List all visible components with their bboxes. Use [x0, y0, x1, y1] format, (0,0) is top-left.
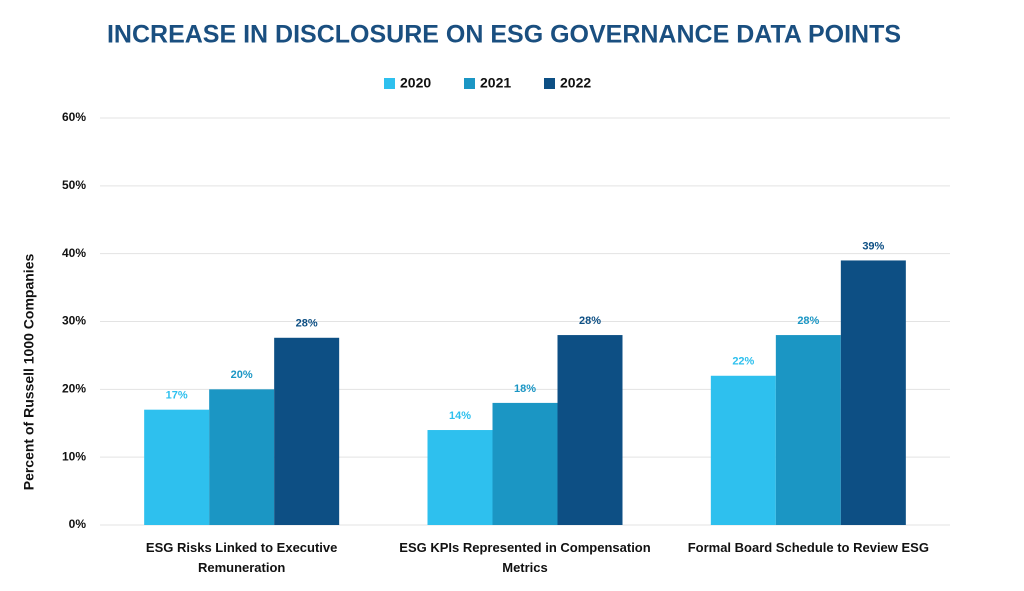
x-tick-label: Formal Board Schedule to Review ESG [687, 540, 929, 555]
legend-swatch [384, 78, 395, 89]
y-tick-label: 60% [62, 110, 86, 124]
bar [492, 402, 558, 525]
bar [209, 389, 275, 525]
legend-swatch [544, 78, 555, 89]
bar [427, 430, 493, 525]
y-tick-label: 20% [62, 382, 86, 396]
y-tick-label: 50% [62, 178, 86, 192]
bar [775, 335, 841, 525]
y-tick-label: 10% [62, 449, 86, 463]
value-label: 22% [732, 356, 754, 368]
legend-label: 2022 [560, 75, 591, 91]
bar [274, 337, 340, 525]
value-label: 20% [231, 369, 253, 381]
bar [840, 260, 906, 525]
y-tick-label: 40% [62, 246, 86, 260]
legend-swatch [464, 78, 475, 89]
x-tick-label: ESG KPIs Represented in Compensation Met… [399, 540, 651, 575]
y-tick-label: 30% [62, 314, 86, 328]
value-label: 14% [449, 410, 471, 422]
x-tick-label: ESG Risks Linked to Executive Remunerati… [145, 540, 338, 575]
value-label: 17% [166, 390, 188, 402]
legend-label: 2021 [480, 75, 511, 91]
value-label: 28% [797, 315, 819, 327]
value-label: 18% [514, 383, 536, 395]
bar [557, 335, 623, 525]
value-label: 28% [296, 318, 318, 330]
value-label: 28% [579, 315, 601, 327]
value-label: 39% [862, 240, 884, 252]
y-axis-label: Percent of Russell 1000 Companies [21, 254, 37, 491]
chart-title: INCREASE IN DISCLOSURE ON ESG GOVERNANCE… [107, 21, 901, 49]
y-tick-label: 0% [69, 517, 87, 531]
bar [710, 375, 776, 525]
legend-label: 2020 [400, 75, 431, 91]
bar [144, 409, 210, 525]
